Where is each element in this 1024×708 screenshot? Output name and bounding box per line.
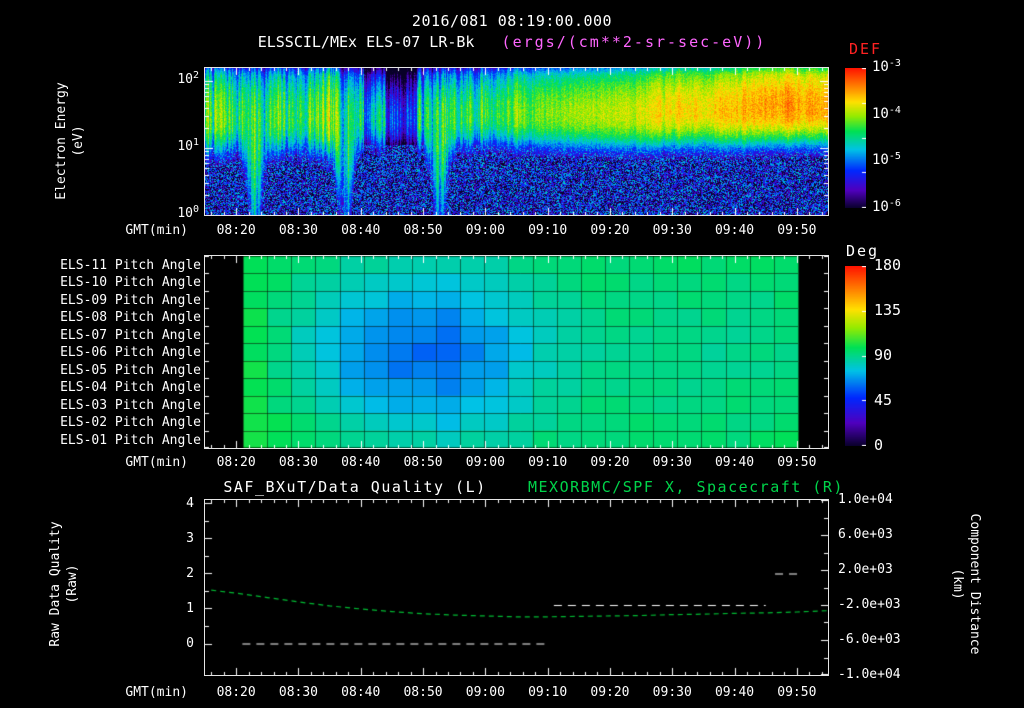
time-tick-label: 09:10 <box>528 455 568 470</box>
time-tick-label: 09:20 <box>590 685 630 700</box>
pitch-row-label: ELS-05 Pitch Angle <box>60 362 201 378</box>
spacecraft-title: MEXORBMC/SPF X, Spacecraft (R) <box>528 478 844 496</box>
deg-colorbar-tick: 90 <box>874 346 893 364</box>
pitch-row-label: ELS-11 Pitch Angle <box>60 258 201 273</box>
time-tick-label: 09:20 <box>590 223 630 238</box>
quality-tick-label: 1 <box>186 600 194 616</box>
distance-tick-label: 6.0e+03 <box>838 527 893 542</box>
instrument-title: ELSSCIL/MEx ELS-07 LR-Bk <box>257 33 475 51</box>
time-tick-label: 09:50 <box>777 455 817 470</box>
time-tick-label: 09:30 <box>652 455 692 470</box>
def-colorbar-title: DEF <box>849 40 883 58</box>
gmt-label: GMT(min) <box>125 685 188 700</box>
plot-title-row: ELSSCIL/MEx ELS-07 LR-Bk (ergs/(cm**2-sr… <box>0 33 1024 51</box>
quality-spacecraft-plot <box>204 499 829 676</box>
gmt-label: GMT(min) <box>125 455 188 470</box>
def-colorbar-tick: 10-5 <box>872 151 901 169</box>
pitch-row-label: ELS-04 Pitch Angle <box>60 380 201 396</box>
def-colorbar <box>845 68 866 208</box>
units-title: (ergs/(cm**2-sr-sec-eV)) <box>501 33 767 51</box>
pitch-row-label: ELS-10 Pitch Angle <box>60 275 201 291</box>
time-tick-label: 08:50 <box>403 685 443 700</box>
energy-tick-label: 100 <box>177 204 199 221</box>
deg-colorbar-title: Deg <box>846 242 880 260</box>
pitch-row-label: ELS-01 Pitch Angle <box>60 432 201 448</box>
time-tick-label: 09:20 <box>590 455 630 470</box>
time-tick-label: 08:20 <box>216 223 256 238</box>
time-tick-label: 09:40 <box>714 685 755 700</box>
time-tick-label: 09:10 <box>528 685 568 700</box>
def-colorbar-tick: 10-3 <box>872 58 901 75</box>
quality-tick-label: 2 <box>186 565 194 581</box>
time-tick-label: 08:40 <box>341 223 381 238</box>
def-colorbar-tick: 10-6 <box>872 198 901 215</box>
pitch-row-label: ELS-02 Pitch Angle <box>60 415 201 431</box>
deg-colorbar-tick: 135 <box>874 301 902 319</box>
pitch-row-label: ELS-03 Pitch Angle <box>60 397 201 413</box>
time-tick-label: 09:50 <box>777 223 817 238</box>
time-tick-label: 09:40 <box>714 223 755 238</box>
time-tick-label: 08:30 <box>278 455 319 470</box>
distance-tick-label: -6.0e+03 <box>838 632 901 647</box>
time-tick-label: 08:30 <box>278 685 319 700</box>
pitch-row-label: ELS-08 Pitch Angle <box>60 310 201 326</box>
time-tick-label: 08:20 <box>216 685 256 700</box>
energy-tick-label: 101 <box>177 137 199 155</box>
deg-colorbar-tick: 45 <box>874 391 893 409</box>
gmt-label: GMT(min) <box>125 223 188 238</box>
deg-colorbar <box>845 266 866 446</box>
time-tick-label: 08:50 <box>403 223 443 238</box>
distance-tick-label: -2.0e+03 <box>838 597 901 612</box>
time-tick-label: 08:20 <box>216 455 256 470</box>
energy-tick-label: 102 <box>177 70 199 88</box>
time-tick-label: 08:40 <box>341 455 381 470</box>
time-tick-label: 09:30 <box>652 223 692 238</box>
deg-colorbar-tick: 180 <box>874 256 902 274</box>
deg-colorbar-tick: 0 <box>874 436 884 454</box>
time-tick-label: 09:00 <box>465 455 505 470</box>
time-tick-label: 09:40 <box>714 455 755 470</box>
electron-energy-spectrogram <box>204 67 829 216</box>
time-tick-label: 08:50 <box>403 455 443 470</box>
distance-tick-label: 2.0e+03 <box>838 562 893 577</box>
time-tick-label: 09:10 <box>528 223 568 238</box>
quality-title: SAF_BXuT/Data Quality (L) <box>223 478 487 496</box>
quality-tick-label: 4 <box>186 495 194 511</box>
def-colorbar-tick: 10-4 <box>872 104 901 122</box>
time-tick-label: 08:40 <box>341 685 381 700</box>
time-tick-label: 08:30 <box>278 223 319 238</box>
pitch-row-label: ELS-09 Pitch Angle <box>60 292 201 308</box>
timestamp-title: 2016/081 08:19:00.000 <box>411 12 613 30</box>
distance-tick-label: 1.0e+04 <box>838 492 893 507</box>
pitch-row-label: ELS-07 Pitch Angle <box>60 327 201 343</box>
time-tick-label: 09:30 <box>652 685 692 700</box>
time-tick-label: 09:00 <box>465 223 505 238</box>
time-tick-label: 09:50 <box>777 685 817 700</box>
quality-tick-label: 0 <box>186 635 194 651</box>
pitch-angle-heatmap <box>204 255 829 449</box>
quality-tick-label: 3 <box>186 530 194 546</box>
pitch-row-label: ELS-06 Pitch Angle <box>60 345 201 361</box>
time-tick-label: 09:00 <box>465 685 505 700</box>
distance-tick-label: -1.0e+04 <box>838 667 901 682</box>
distance-axis-label: Component Distance (km) <box>950 513 982 655</box>
